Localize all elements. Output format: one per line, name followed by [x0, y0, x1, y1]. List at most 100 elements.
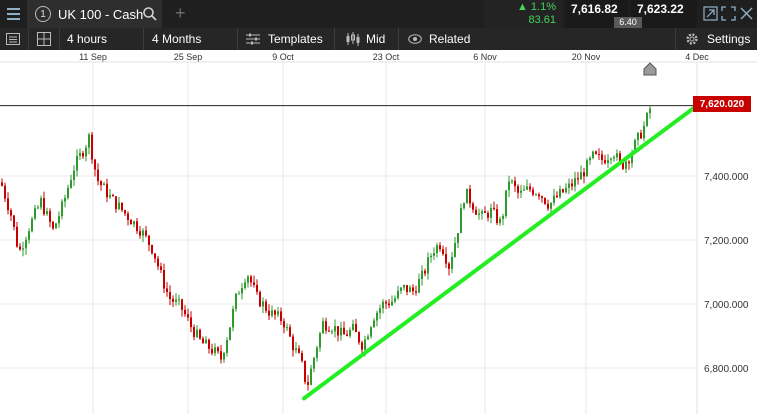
interval-select[interactable]: 4 hours	[67, 32, 108, 46]
y-tick-label: 7,200.000	[704, 236, 749, 247]
candle-body	[454, 242, 456, 257]
candle-body	[649, 108, 651, 114]
candle-body	[472, 203, 474, 210]
candle-body	[7, 198, 9, 211]
candle-body	[121, 202, 123, 211]
candle-body	[49, 211, 51, 222]
candle-body	[166, 288, 168, 293]
candle-body	[397, 290, 399, 299]
candle-body	[448, 263, 450, 269]
candle-body	[55, 223, 57, 229]
change-absolute: 83.61	[528, 14, 556, 26]
candle-body	[388, 303, 390, 306]
candle-body	[625, 161, 627, 169]
candle-body	[550, 202, 552, 209]
candle-body	[640, 132, 642, 139]
current-price-tag: 7,620.020	[693, 96, 751, 112]
change-percent: ▲ 1.1%	[516, 1, 556, 13]
trendline	[302, 103, 699, 401]
sell-price-button[interactable]: 7,616.82	[565, 0, 628, 28]
range-select[interactable]: 4 Months	[152, 32, 202, 46]
candle-body	[109, 194, 111, 198]
candle-body	[529, 186, 531, 190]
candle-body	[469, 188, 471, 204]
candle-body	[247, 276, 249, 283]
candle-body	[271, 310, 273, 316]
candle-body	[565, 187, 567, 193]
candle-body	[376, 312, 378, 321]
chart-toolbar: 4 hours 4 Months Templates Mid Related S…	[0, 28, 757, 50]
candle-body	[505, 190, 507, 217]
candle-body	[340, 327, 342, 336]
candle-body	[70, 180, 72, 188]
candle-body	[628, 161, 630, 164]
y-tick-label: 7,400.000	[704, 172, 749, 183]
gear-icon	[686, 33, 698, 45]
candle-body	[169, 292, 171, 299]
templates-icon	[246, 33, 260, 45]
candle-body	[412, 287, 414, 292]
price-chart[interactable]: 11 Sep 25 Sep 9 Oct 23 Oct 6 Nov 20 Nov 4 Dec 7…	[0, 50, 757, 414]
candle-body	[370, 327, 372, 337]
related-button[interactable]: Related	[429, 32, 471, 46]
candle-body	[217, 347, 219, 352]
candle-body	[385, 301, 387, 304]
search-icon[interactable]	[142, 6, 158, 22]
layout-grid-icon[interactable]	[37, 32, 51, 46]
menu-icon[interactable]	[0, 0, 26, 28]
candle-body	[37, 207, 39, 209]
scroll-to-latest-icon[interactable]	[643, 62, 657, 76]
candle-body	[304, 360, 306, 382]
eye-icon	[408, 34, 422, 44]
candle-body	[367, 336, 369, 340]
instrument-tab[interactable]: 1 UK 100 - Cash	[27, 0, 162, 28]
templates-button[interactable]: Templates	[268, 32, 323, 46]
candle-body	[538, 194, 540, 197]
candle-body	[481, 211, 483, 214]
candle-body	[442, 249, 444, 255]
candle-body	[259, 291, 261, 307]
candle-body	[364, 339, 366, 350]
y-tick-label: 7,000.000	[704, 300, 749, 311]
candle-body	[523, 189, 525, 191]
price-type-select[interactable]: Mid	[366, 32, 386, 46]
candle-body	[604, 160, 606, 164]
candle-body	[580, 172, 582, 180]
chart-background	[0, 50, 757, 414]
candle-body	[25, 239, 27, 249]
candle-body	[262, 301, 264, 307]
candle-body	[73, 170, 75, 181]
candle-body	[436, 245, 438, 254]
maximize-icon[interactable]	[721, 6, 736, 21]
candle-body	[265, 301, 267, 311]
candle-body	[196, 329, 198, 337]
candle-body	[337, 326, 339, 336]
candle-body	[427, 257, 429, 274]
candle-body	[532, 189, 534, 195]
candle-body	[463, 203, 465, 209]
list-icon[interactable]	[6, 33, 20, 45]
candle-body	[577, 178, 579, 180]
candle-body	[559, 189, 561, 198]
close-icon[interactable]	[739, 6, 754, 21]
candle-body	[226, 339, 228, 353]
popout-icon[interactable]	[703, 6, 718, 21]
candle-body	[61, 201, 63, 217]
buy-price-button[interactable]: 7,623.22	[631, 0, 697, 28]
candle-body	[223, 352, 225, 360]
instrument-name: UK 100 - Cash	[58, 6, 144, 22]
candle-body	[316, 347, 318, 358]
candle-body	[514, 180, 516, 187]
candle-body	[22, 248, 24, 250]
candle-body	[301, 352, 303, 361]
candle-body	[256, 284, 258, 292]
candle-body	[232, 308, 234, 328]
candle-body	[349, 329, 351, 336]
candle-body	[115, 196, 117, 210]
add-tab-icon[interactable]: +	[175, 3, 186, 23]
candle-body	[4, 185, 6, 199]
candle-body	[64, 197, 66, 202]
settings-button[interactable]: Settings	[707, 32, 751, 46]
candle-body	[97, 169, 99, 182]
candlestick-icon	[346, 32, 360, 46]
